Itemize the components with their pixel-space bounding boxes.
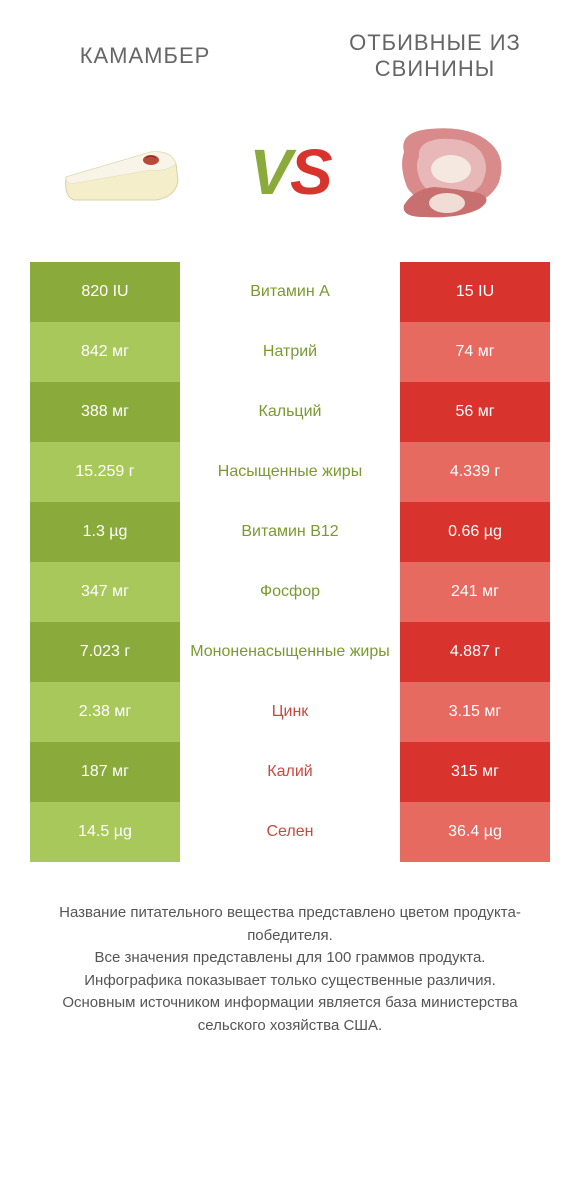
right-value: 15 IU bbox=[400, 262, 550, 322]
table-row: 347 мгФосфор241 мг bbox=[30, 562, 550, 622]
right-value: 74 мг bbox=[400, 322, 550, 382]
nutrient-label: Селен bbox=[180, 802, 400, 862]
left-product-title: КАМАМБЕР bbox=[20, 43, 270, 69]
left-value: 388 мг bbox=[30, 382, 180, 442]
footer-line: Основным источником информации является … bbox=[30, 992, 550, 1037]
table-row: 842 мгНатрий74 мг bbox=[30, 322, 550, 382]
nutrient-label: Витамин A bbox=[180, 262, 400, 322]
footer-line: Инфографика показывает только существенн… bbox=[30, 970, 550, 993]
table-row: 388 мгКальций56 мг bbox=[30, 382, 550, 442]
table-row: 7.023 гМононенасыщенные жиры4.887 г bbox=[30, 622, 550, 682]
table-row: 187 мгКалий315 мг bbox=[30, 742, 550, 802]
footer-notes: Название питательного вещества представл… bbox=[30, 902, 550, 1037]
vs-v: V bbox=[249, 135, 290, 209]
nutrient-label: Фосфор bbox=[180, 562, 400, 622]
left-value: 14.5 µg bbox=[30, 802, 180, 862]
nutrient-label: Цинк bbox=[180, 682, 400, 742]
right-value: 0.66 µg bbox=[400, 502, 550, 562]
cheese-image bbox=[46, 112, 206, 232]
left-value: 2.38 мг bbox=[30, 682, 180, 742]
footer-line: Все значения представлены для 100 граммо… bbox=[30, 947, 550, 970]
images-row: VS bbox=[0, 92, 580, 262]
left-value: 7.023 г bbox=[30, 622, 180, 682]
vs-badge: VS bbox=[249, 135, 330, 209]
right-value: 315 мг bbox=[400, 742, 550, 802]
right-value: 4.339 г bbox=[400, 442, 550, 502]
nutrient-label: Насыщенные жиры bbox=[180, 442, 400, 502]
nutrient-label: Витамин B12 bbox=[180, 502, 400, 562]
table-row: 820 IUВитамин A15 IU bbox=[30, 262, 550, 322]
nutrient-label: Натрий bbox=[180, 322, 400, 382]
comparison-table: 820 IUВитамин A15 IU842 мгНатрий74 мг388… bbox=[30, 262, 550, 862]
nutrient-label: Калий bbox=[180, 742, 400, 802]
left-value: 347 мг bbox=[30, 562, 180, 622]
left-value: 842 мг bbox=[30, 322, 180, 382]
table-row: 15.259 гНасыщенные жиры4.339 г bbox=[30, 442, 550, 502]
header: КАМАМБЕР ОТБИВНЫЕ ИЗ СВИНИНЫ bbox=[0, 0, 580, 92]
left-value: 1.3 µg bbox=[30, 502, 180, 562]
left-value: 15.259 г bbox=[30, 442, 180, 502]
right-value: 56 мг bbox=[400, 382, 550, 442]
right-value: 241 мг bbox=[400, 562, 550, 622]
right-value: 36.4 µg bbox=[400, 802, 550, 862]
table-row: 14.5 µgСелен36.4 µg bbox=[30, 802, 550, 862]
vs-s: S bbox=[290, 135, 331, 209]
meat-image bbox=[374, 112, 534, 232]
nutrient-label: Кальций bbox=[180, 382, 400, 442]
nutrient-label: Мононенасыщенные жиры bbox=[180, 622, 400, 682]
table-row: 2.38 мгЦинк3.15 мг bbox=[30, 682, 550, 742]
right-value: 3.15 мг bbox=[400, 682, 550, 742]
left-value: 820 IU bbox=[30, 262, 180, 322]
footer-line: Название питательного вещества представл… bbox=[30, 902, 550, 947]
right-value: 4.887 г bbox=[400, 622, 550, 682]
right-product-title: ОТБИВНЫЕ ИЗ СВИНИНЫ bbox=[310, 30, 560, 82]
left-value: 187 мг bbox=[30, 742, 180, 802]
table-row: 1.3 µgВитамин B120.66 µg bbox=[30, 502, 550, 562]
